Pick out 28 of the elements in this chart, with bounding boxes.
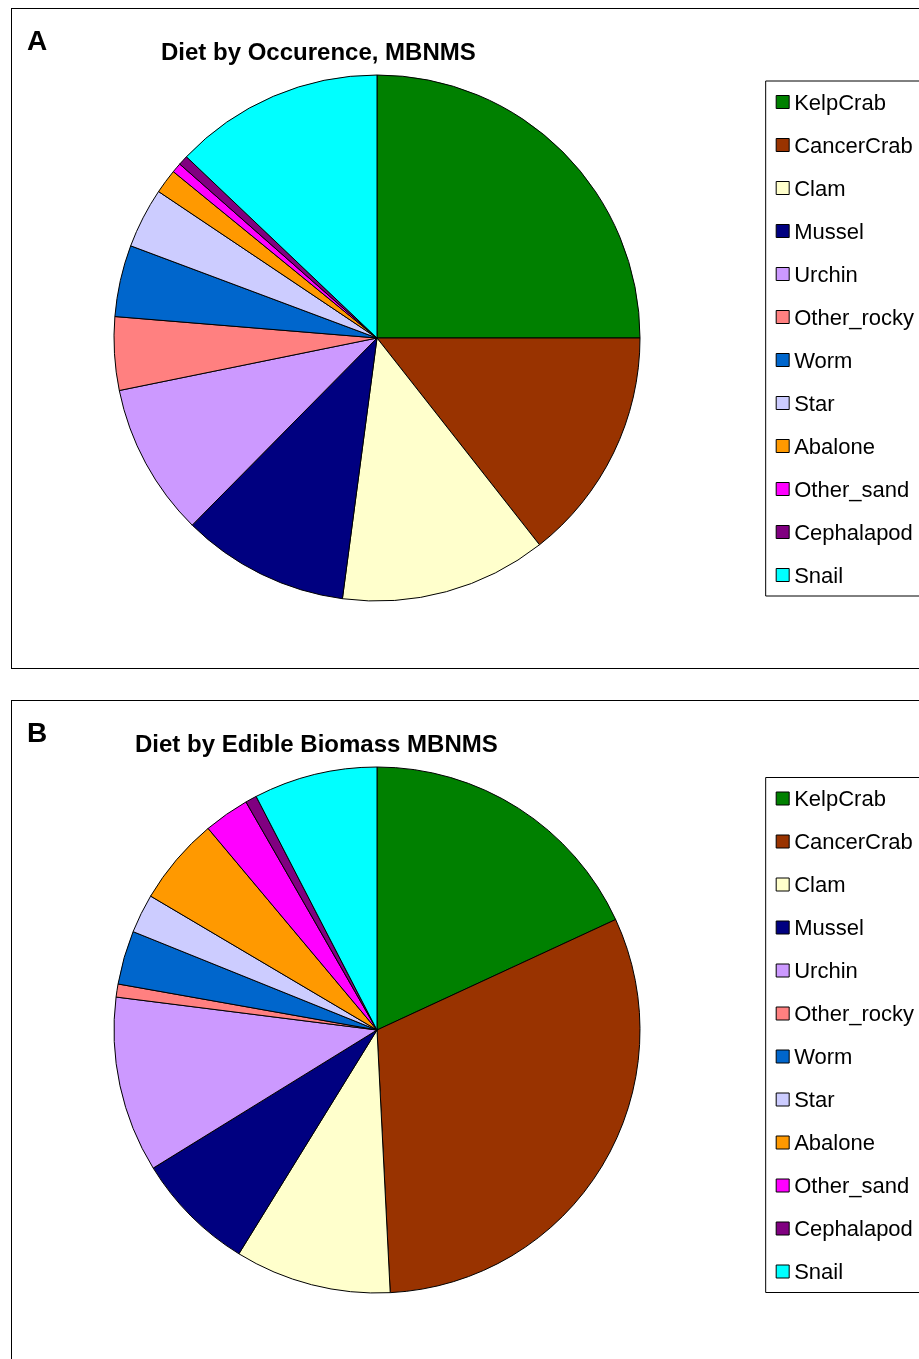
legend-label: Other_sand <box>794 1173 910 1198</box>
legend-label: Abalone <box>794 1130 875 1155</box>
legend-label: KelpCrab <box>794 786 886 811</box>
legend-label: Snail <box>794 1259 844 1284</box>
chart-title: Diet by Edible Biomass MBNMS <box>135 729 498 757</box>
legend-label: Worm <box>794 1044 853 1069</box>
legend-label: CancerCrab <box>794 132 913 158</box>
legend-label: Urchin <box>794 958 858 983</box>
legend-label: Worm <box>794 347 853 373</box>
legend-label: Cephalapod <box>794 519 913 545</box>
legend-label: Cephalapod <box>794 1216 913 1241</box>
legend-label: CancerCrab <box>794 829 913 854</box>
legend-label: Star <box>794 1087 835 1112</box>
legend-label: Clam <box>794 175 846 201</box>
chart-title: Diet by Occurence, MBNMS <box>161 37 476 65</box>
legend-label: Other_rocky <box>794 1001 915 1026</box>
legend-label: Mussel <box>794 218 864 244</box>
legend-label: Abalone <box>794 433 875 459</box>
legend-label: Clam <box>794 872 846 897</box>
legend-label: Star <box>794 390 835 416</box>
text: B <box>27 716 48 748</box>
legend-label: Mussel <box>794 915 864 940</box>
legend-label: Other_rocky <box>794 304 915 330</box>
legend-label: KelpCrab <box>794 89 886 115</box>
text: A <box>27 24 48 56</box>
legend-label: Snail <box>794 562 844 588</box>
legend-label: Urchin <box>794 261 858 287</box>
legend-label: Other_sand <box>794 476 910 502</box>
